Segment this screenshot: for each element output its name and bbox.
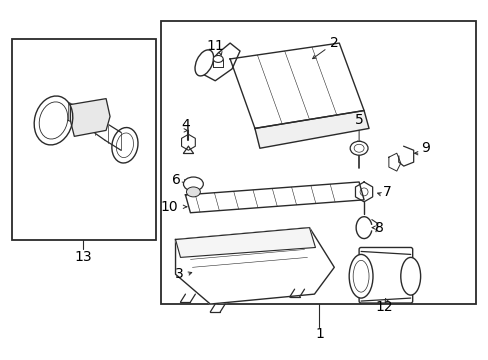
Ellipse shape <box>195 50 213 76</box>
Polygon shape <box>355 182 372 202</box>
Text: 3: 3 <box>174 267 183 281</box>
Bar <box>12 39 155 239</box>
Text: 8: 8 <box>374 221 383 235</box>
Text: 9: 9 <box>420 141 429 155</box>
Polygon shape <box>175 228 315 257</box>
Polygon shape <box>200 43 240 81</box>
Ellipse shape <box>349 141 367 155</box>
Polygon shape <box>230 43 364 129</box>
Text: 10: 10 <box>161 200 178 214</box>
Text: 7: 7 <box>382 185 390 199</box>
Polygon shape <box>181 134 195 150</box>
Ellipse shape <box>183 177 203 191</box>
Polygon shape <box>175 228 334 304</box>
Text: 12: 12 <box>374 300 392 314</box>
FancyBboxPatch shape <box>358 247 412 303</box>
Text: 4: 4 <box>181 118 189 132</box>
Ellipse shape <box>400 257 420 295</box>
Polygon shape <box>70 99 110 136</box>
Text: 6: 6 <box>171 173 180 187</box>
Text: 5: 5 <box>354 113 363 127</box>
Polygon shape <box>185 182 364 213</box>
Polygon shape <box>254 111 368 148</box>
Ellipse shape <box>186 187 200 197</box>
Ellipse shape <box>213 55 223 62</box>
Text: 2: 2 <box>329 36 338 50</box>
Text: 1: 1 <box>314 327 323 341</box>
Bar <box>161 21 475 304</box>
Text: 13: 13 <box>74 251 92 264</box>
Text: 11: 11 <box>206 39 224 53</box>
Ellipse shape <box>348 255 372 298</box>
